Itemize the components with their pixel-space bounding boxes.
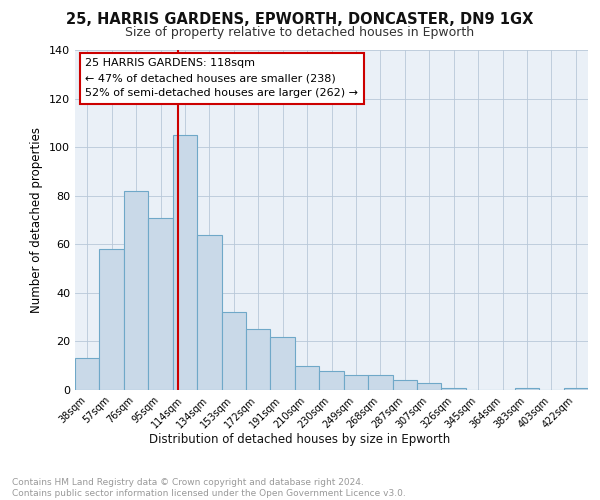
Bar <box>515 388 539 390</box>
Bar <box>75 358 100 390</box>
Bar <box>319 370 344 390</box>
Bar <box>563 388 588 390</box>
Bar <box>100 249 124 390</box>
Text: Contains HM Land Registry data © Crown copyright and database right 2024.
Contai: Contains HM Land Registry data © Crown c… <box>12 478 406 498</box>
Bar <box>148 218 173 390</box>
Bar <box>246 330 271 390</box>
Bar <box>197 234 221 390</box>
Text: Distribution of detached houses by size in Epworth: Distribution of detached houses by size … <box>149 432 451 446</box>
Bar <box>221 312 246 390</box>
Bar <box>368 376 392 390</box>
Text: Size of property relative to detached houses in Epworth: Size of property relative to detached ho… <box>125 26 475 39</box>
Bar <box>173 135 197 390</box>
Bar <box>417 382 442 390</box>
Bar <box>344 376 368 390</box>
Bar <box>124 191 148 390</box>
Text: 25, HARRIS GARDENS, EPWORTH, DONCASTER, DN9 1GX: 25, HARRIS GARDENS, EPWORTH, DONCASTER, … <box>67 12 533 28</box>
Bar <box>295 366 319 390</box>
Bar <box>392 380 417 390</box>
Bar <box>442 388 466 390</box>
Text: 25 HARRIS GARDENS: 118sqm
← 47% of detached houses are smaller (238)
52% of semi: 25 HARRIS GARDENS: 118sqm ← 47% of detac… <box>85 58 358 98</box>
Bar <box>271 336 295 390</box>
Y-axis label: Number of detached properties: Number of detached properties <box>31 127 43 313</box>
